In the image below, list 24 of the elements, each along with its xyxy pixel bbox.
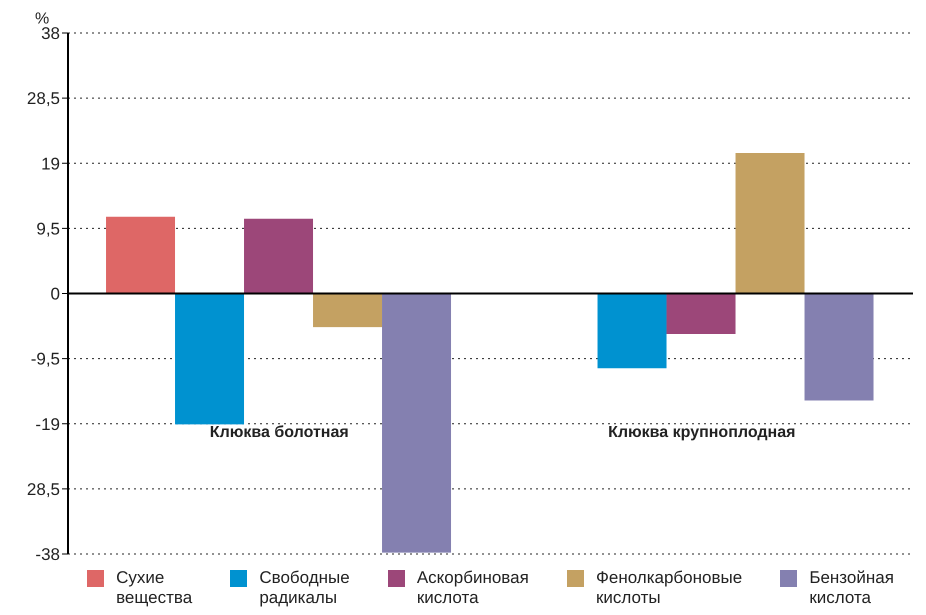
y-tick-label: 19 bbox=[41, 154, 60, 174]
bar bbox=[598, 294, 667, 368]
legend-label: Сухие вещества bbox=[116, 568, 192, 608]
x-tick-label: Клюква болотная bbox=[210, 424, 349, 441]
bar bbox=[382, 294, 452, 553]
y-tick-label: 28,5 bbox=[26, 89, 60, 108]
bar bbox=[313, 294, 382, 328]
y-tick-label: 9,5 bbox=[36, 219, 60, 238]
y-tick-label: 28,5 bbox=[26, 480, 60, 499]
bar bbox=[244, 218, 314, 294]
legend-label: Аскорбиновая кислота bbox=[416, 568, 529, 608]
legend-label: Бензойная кислота bbox=[809, 568, 894, 608]
legend-label: Свободные радикалы bbox=[259, 568, 350, 608]
bar bbox=[666, 294, 736, 334]
legend-label: Фенолкарбоновые кислоты bbox=[596, 568, 742, 608]
bar bbox=[804, 294, 874, 400]
y-tick-label: 0 bbox=[50, 284, 60, 304]
x-tick-label: Клюква крупноплодная bbox=[608, 424, 796, 441]
y-tick-label: -19 bbox=[35, 414, 60, 434]
bar bbox=[175, 294, 244, 424]
y-tick-label: -9,5 bbox=[30, 350, 60, 369]
y-tick-label: -38 bbox=[35, 545, 60, 564]
bar bbox=[736, 152, 805, 294]
bar bbox=[106, 216, 176, 294]
